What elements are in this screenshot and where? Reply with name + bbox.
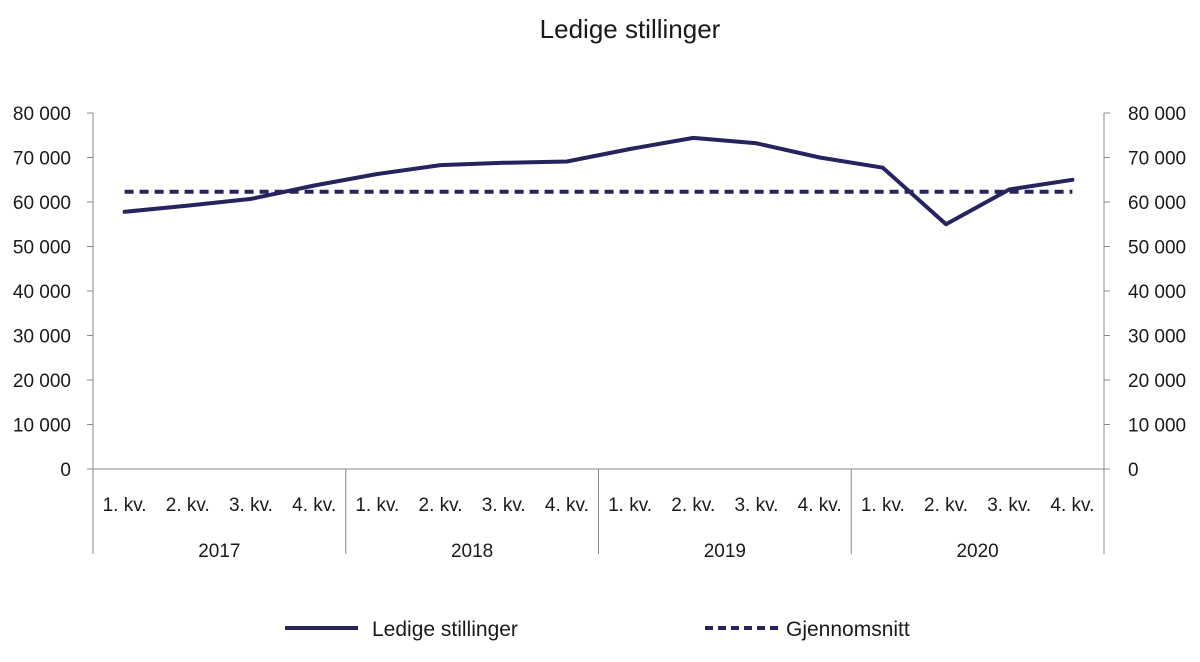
data-point — [691, 136, 695, 140]
axes: 0 10 000 20 000 30 000 40 000 50 000 60 000 70 … — [13, 104, 1186, 562]
x-category-label: 1. kv. — [103, 495, 147, 516]
legend: Ledige stillinger Gjennomsnitt — [285, 618, 910, 641]
x-category-label: 1. kv. — [861, 495, 905, 516]
y-tick-label-left: 60 000 — [13, 193, 71, 214]
data-point — [944, 222, 948, 226]
y-tick-label-left: 70 000 — [13, 149, 71, 170]
data-point — [754, 190, 758, 194]
y-tick-label-left: 10 000 — [13, 416, 71, 437]
data-point — [312, 184, 316, 188]
data-point — [502, 161, 506, 165]
x-category-label: 2. kv. — [419, 495, 463, 516]
data-point — [1070, 178, 1074, 182]
x-category-label: 1. kv. — [608, 495, 652, 516]
y-tick-label-right: 40 000 — [1128, 282, 1186, 303]
x-category-label: 2. kv. — [166, 495, 210, 516]
series-layer — [122, 135, 1075, 227]
x-category-label: 4. kv. — [1050, 495, 1094, 516]
legend-label-ledige-stillinger: Ledige stillinger — [372, 618, 518, 641]
data-point — [881, 190, 885, 194]
chart-title: Ledige stillinger — [540, 14, 721, 44]
x-category-label: 3. kv. — [734, 495, 778, 516]
data-point — [881, 166, 885, 170]
x-group-label: 2017 — [198, 541, 240, 562]
x-category-label: 2. kv. — [924, 495, 968, 516]
data-point — [1007, 190, 1011, 194]
data-point — [691, 190, 695, 194]
x-category-label: 4. kv. — [292, 495, 336, 516]
data-point — [565, 160, 569, 164]
series-line-ledige-stillinger — [122, 135, 1075, 227]
y-tick-label-left: 50 000 — [13, 238, 71, 259]
y-tick-label-right: 60 000 — [1128, 193, 1186, 214]
data-point — [439, 190, 443, 194]
y-tick-label-right: 80 000 — [1128, 104, 1186, 125]
data-point — [565, 190, 569, 194]
data-point — [249, 190, 253, 194]
data-point — [375, 190, 379, 194]
data-point — [123, 190, 127, 194]
data-point — [944, 190, 948, 194]
data-point — [186, 190, 190, 194]
data-point — [818, 190, 822, 194]
x-group-label: 2018 — [451, 541, 493, 562]
x-category-label: 3. kv. — [987, 495, 1031, 516]
data-point — [312, 190, 316, 194]
y-tick-label-left: 20 000 — [13, 371, 71, 392]
data-point — [375, 172, 379, 176]
y-tick-label-right: 20 000 — [1128, 371, 1186, 392]
y-tick-label-right: 30 000 — [1128, 327, 1186, 348]
data-point — [628, 190, 632, 194]
data-point — [502, 190, 506, 194]
data-point — [249, 197, 253, 201]
legend-label-gjennomsnitt: Gjennomsnitt — [786, 618, 910, 641]
x-category-label: 4. kv. — [798, 495, 842, 516]
x-category-label: 1. kv. — [355, 495, 399, 516]
x-category-label: 4. kv. — [545, 495, 589, 516]
data-point — [123, 210, 127, 214]
x-group-label: 2020 — [956, 541, 998, 562]
data-point — [754, 141, 758, 145]
y-tick-label-left: 40 000 — [13, 282, 71, 303]
data-point — [186, 204, 190, 208]
x-category-label: 3. kv. — [482, 495, 526, 516]
y-tick-label-left: 30 000 — [13, 327, 71, 348]
y-tick-label-right: 10 000 — [1128, 416, 1186, 437]
x-group-label: 2019 — [704, 541, 746, 562]
y-tick-label-left: 80 000 — [13, 104, 71, 125]
x-category-label: 3. kv. — [229, 495, 273, 516]
data-point — [628, 147, 632, 151]
y-tick-label-right: 70 000 — [1128, 149, 1186, 170]
data-point — [818, 156, 822, 160]
y-tick-label-right: 0 — [1128, 460, 1139, 481]
data-point — [1070, 190, 1074, 194]
y-tick-label-left: 0 — [60, 460, 71, 481]
x-category-label: 2. kv. — [671, 495, 715, 516]
data-point — [439, 163, 443, 167]
y-tick-label-right: 50 000 — [1128, 238, 1186, 259]
